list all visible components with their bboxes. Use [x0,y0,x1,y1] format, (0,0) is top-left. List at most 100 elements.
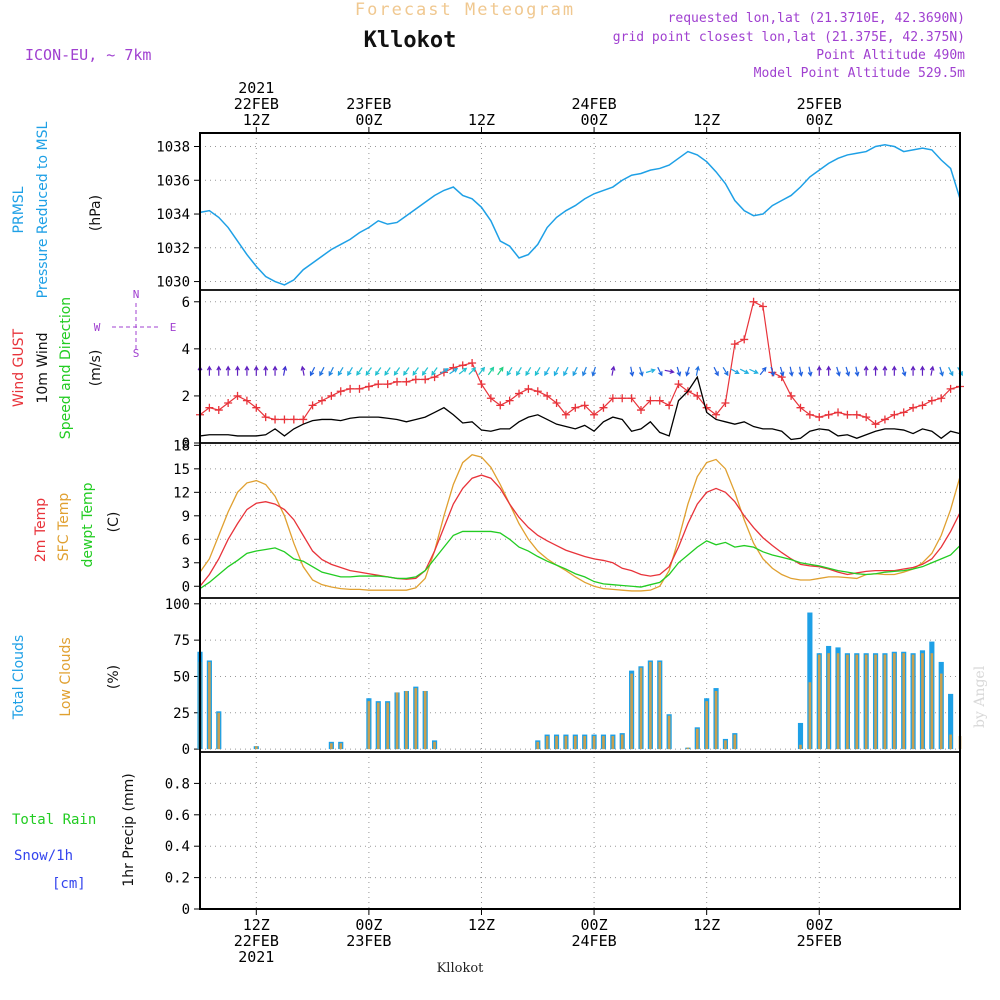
snow-unit-label: [cm] [52,876,86,892]
bottom-time-label: 12Z [468,916,495,934]
wind-arrow [458,367,468,375]
low-cloud-bar [667,715,671,750]
station-title: Kllokot [364,28,457,53]
gust-marker [205,403,214,412]
gust-marker [346,384,355,393]
wind-arrow [478,366,486,376]
total-cloud-bar [797,722,804,750]
wind-10m-label: 10m Wind [35,332,51,403]
low-cloud-bar [846,654,849,750]
wind-arrow [553,366,560,377]
model-altitude: Model Point Altitude 529.5m [754,66,965,81]
wind-arrow [244,365,250,376]
low-cloud-bar [911,654,915,750]
low-cloud-bar [902,653,905,750]
low-cloud-bar [930,653,934,750]
wind-arrow [581,366,587,377]
wind-arrow [449,368,459,375]
low-cloud-bar [893,653,896,750]
wind-arrow [779,366,785,377]
wind-arrow [920,365,925,376]
gust-marker [646,396,655,405]
low-cloud-bar [339,743,343,750]
wind-arrow [629,366,635,377]
point-altitude: Point Altitude 490m [816,48,965,63]
low-cloud-bar [733,734,737,750]
pressure-line [199,144,961,286]
gust-marker [402,377,411,386]
ytick-label: 2 [182,389,190,405]
gust-marker [524,384,533,393]
wind-arrow [235,365,240,376]
top-time-label: 22FEB [234,95,279,113]
top-time-label: 00Z [581,111,608,129]
bottom-time-label: 00Z [581,916,608,934]
wind-arrow [713,366,719,377]
gust-marker [627,394,636,403]
compass-rose: N S W E [94,288,177,360]
wind-arrow [356,367,363,376]
ytick-label: 9 [182,509,190,525]
wind-arrow [788,366,794,377]
ytick-label: 1036 [156,173,190,189]
wind-arrow [337,367,344,377]
credit-label: by Angel [972,665,988,728]
temp-dewpt-line [199,530,961,590]
wind-arrow [591,366,597,377]
total-clouds-label: Total Clouds [11,635,27,720]
low-cloud-bar [367,701,371,750]
wind-arrow [365,367,372,376]
gust-marker [796,403,805,412]
wind-arrow [676,366,682,377]
wind-arrow [882,365,888,376]
ytick-label: 0 [182,902,190,918]
gust-marker [871,420,880,429]
ytick-label: 0 [182,579,190,595]
low-cloud-bar [836,653,840,750]
top-time-label: 00Z [355,111,382,129]
outer-frame [199,132,961,910]
wind-speed-dir-label: Speed and Direction [58,297,74,439]
gust-marker [552,398,561,407]
ytick-label: 75 [173,633,190,649]
gust-marker [909,403,918,412]
low-cloud-bar [208,661,211,750]
wind-arrow [610,365,616,376]
footer-station: Kllokot [437,961,485,976]
wind-arrow [374,367,382,376]
wind-gust-label: Wind GUST [11,328,27,407]
ytick-label: 1038 [156,140,190,156]
wind-arrow [798,366,804,377]
gust-marker [271,415,280,424]
wind-arrow [685,366,690,377]
bottom-time-label: 12Z [243,916,270,934]
gust-marker [364,382,373,391]
wind-arrow [929,365,935,376]
top-time-label: 12Z [693,111,720,129]
compass-s: S [133,347,140,360]
low-cloud-bar [405,690,408,750]
low-cloud-bar [658,661,662,750]
wind-arrow [739,368,750,374]
low-cloud-bar [864,654,868,750]
gust-marker [674,380,683,389]
gust-marker [421,375,430,384]
temp-2m-label: 2m Temp [33,498,49,562]
top-time-label: 00Z [806,111,833,129]
ytick-label: 1034 [156,207,190,223]
gust-marker [214,406,223,415]
gust-marker [862,413,871,422]
low-cloud-bar [386,702,389,750]
bottom-time-label: 12Z [693,916,720,934]
pressure-reduced-label: Pressure Reduced to MSL [35,121,51,298]
low-cloud-bar [827,653,830,750]
panel-wind: 0 2 4 6 [182,290,960,452]
low-cloud-bar [330,743,333,750]
low-cloud-bar [574,736,577,750]
total-cloud-bar [807,612,813,750]
low-cloud-bar [808,682,812,750]
wind-arrow [439,368,449,375]
low-cloud-bar [874,654,877,750]
wind-arrow [216,365,222,376]
